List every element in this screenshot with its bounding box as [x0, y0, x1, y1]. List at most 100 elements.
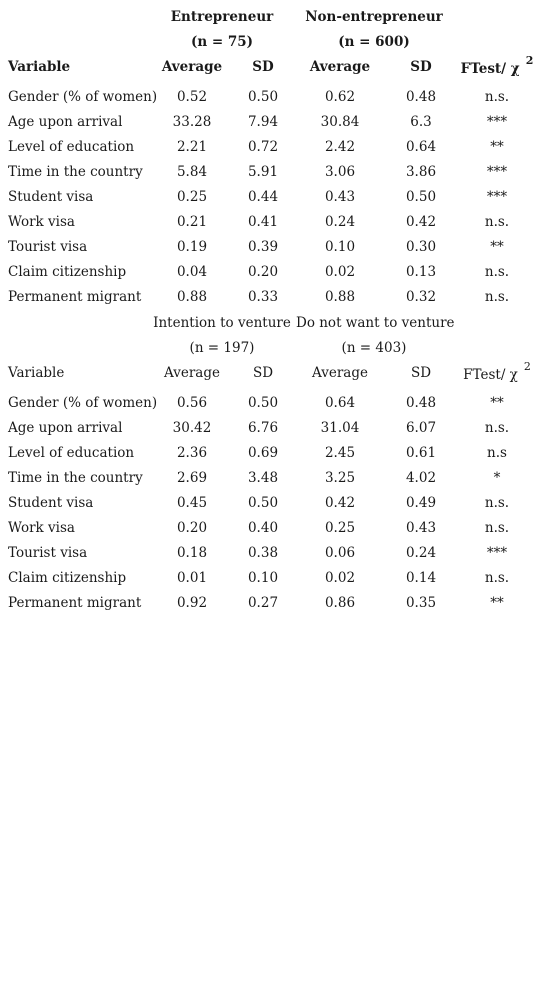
sd-1-cell: 0.33 — [247, 289, 279, 305]
average-2-cell: 0.10 — [324, 239, 356, 255]
group-header-row: Entrepreneur Non-entrepreneur — [0, 5, 542, 30]
sd-1-cell: 0.41 — [247, 214, 279, 230]
header-ftest-superscript: 2 — [525, 54, 534, 67]
average-2-cell: 2.45 — [324, 445, 356, 461]
average-1-cell: 0.21 — [176, 214, 208, 230]
variable-cell: Student visa — [8, 189, 94, 205]
group-n-row: (n = 75) (n = 600) — [0, 30, 542, 55]
header-average-2: Average — [309, 59, 371, 75]
average-2-cell: 0.43 — [324, 189, 356, 205]
sd-1-cell: 3.48 — [247, 470, 279, 486]
sd-1-cell: 7.94 — [247, 114, 279, 130]
sd-1-cell: 0.10 — [247, 570, 279, 586]
group1-name: Entrepreneur — [170, 9, 274, 25]
sd-1-cell: 5.91 — [247, 164, 279, 180]
sd-2-cell: 0.14 — [405, 570, 437, 586]
average-1-cell: 0.92 — [176, 595, 208, 611]
variable-cell: Claim citizenship — [8, 570, 127, 586]
average-2-cell: 3.06 — [324, 164, 356, 180]
average-2-cell: 31.04 — [320, 420, 360, 436]
ftest-cell: n.s. — [484, 520, 510, 536]
ftest-cell: ** — [490, 139, 504, 155]
ftest-cell: n.s. — [484, 214, 510, 230]
variable-cell: Time in the country — [8, 470, 143, 486]
average-2-cell: 2.42 — [324, 139, 356, 155]
average-1-cell: 5.84 — [176, 164, 208, 180]
table-entrepreneur: Entrepreneur Non-entrepreneur (n = 75) (… — [0, 5, 542, 310]
table-row: Time in the country 2.69 3.48 3.25 4.02 * — [0, 466, 542, 491]
table-row: Level of education 2.36 0.69 2.45 0.61 n.s — [0, 441, 542, 466]
average-1-cell: 0.20 — [176, 520, 208, 536]
sd-2-cell: 6.07 — [405, 420, 437, 436]
ftest-cell: n.s. — [484, 289, 510, 305]
sd-1-cell: 0.72 — [247, 139, 279, 155]
header-average-2: Average — [312, 365, 368, 381]
average-1-cell: 0.56 — [176, 395, 208, 411]
table-row: Claim citizenship 0.04 0.20 0.02 0.13 n.s. — [0, 260, 542, 285]
average-2-cell: 0.25 — [324, 520, 356, 536]
group2-name: Non-entrepreneur — [305, 9, 443, 25]
table-row: Claim citizenship 0.01 0.10 0.02 0.14 n.s. — [0, 566, 542, 591]
table-row: Student visa 0.45 0.50 0.42 0.49 n.s. — [0, 491, 542, 516]
header-ftest: FTest/ χ 2 — [455, 360, 539, 390]
sd-1-cell: 0.38 — [247, 545, 279, 561]
sd-1-cell: 0.50 — [247, 89, 279, 105]
header-variable: Variable — [8, 365, 65, 381]
table-row: Gender (% of women) 0.52 0.50 0.62 0.48 n.s. — [0, 85, 542, 110]
variable-cell: Student visa — [8, 495, 94, 511]
variable-cell: Work visa — [8, 214, 75, 230]
column-header-row: Variable Average SD Average SD FTest/ χ 2 — [0, 54, 542, 85]
sd-2-cell: 0.49 — [405, 495, 437, 511]
header-average-1: Average — [164, 365, 220, 381]
group1-n: (n = 197) — [189, 340, 255, 356]
header-sd-1: SD — [252, 59, 274, 75]
average-2-cell: 0.62 — [324, 89, 356, 105]
table-row: Age upon arrival 30.42 6.76 31.04 6.07 n.s. — [0, 416, 542, 441]
sd-1-cell: 0.40 — [247, 520, 279, 536]
group2-name: Do not want to venture — [296, 315, 455, 331]
sd-2-cell: 0.32 — [405, 289, 437, 305]
average-2-cell: 0.02 — [324, 264, 356, 280]
sd-2-cell: 0.42 — [405, 214, 437, 230]
group1-name: Intention to venture — [153, 315, 291, 331]
ftest-cell: n.s. — [484, 420, 510, 436]
header-average-1: Average — [161, 59, 223, 75]
sd-2-cell: 0.35 — [405, 595, 437, 611]
ftest-cell: n.s — [487, 445, 507, 461]
sd-1-cell: 0.69 — [247, 445, 279, 461]
average-1-cell: 0.19 — [176, 239, 208, 255]
table-row: Work visa 0.20 0.40 0.25 0.43 n.s. — [0, 516, 542, 541]
header-sd-2: SD — [410, 59, 432, 75]
ftest-cell: *** — [486, 164, 508, 180]
variable-cell: Age upon arrival — [8, 114, 123, 130]
header-ftest-superscript: 2 — [523, 360, 531, 373]
variable-cell: Permanent migrant — [8, 289, 142, 305]
table-body: Gender (% of women) 0.52 0.50 0.62 0.48 n.s. A… — [0, 85, 542, 310]
table-row: Tourist visa 0.18 0.38 0.06 0.24 *** — [0, 541, 542, 566]
table-body: Gender (% of women) 0.56 0.50 0.64 0.48 ** Age… — [0, 391, 542, 616]
header-sd-1: SD — [252, 365, 274, 381]
sd-1-cell: 0.44 — [247, 189, 279, 205]
table-row: Permanent migrant 0.88 0.33 0.88 0.32 n.s. — [0, 285, 542, 310]
sd-1-cell: 6.76 — [247, 420, 279, 436]
variable-cell: Claim citizenship — [8, 264, 127, 280]
sd-1-cell: 0.50 — [247, 495, 279, 511]
table-row: Time in the country 5.84 5.91 3.06 3.86 *** — [0, 160, 542, 185]
ftest-cell: n.s. — [484, 264, 510, 280]
group-n-row: (n = 197) (n = 403) — [0, 336, 542, 361]
sd-2-cell: 0.50 — [405, 189, 437, 205]
ftest-cell: n.s. — [484, 570, 510, 586]
average-2-cell: 3.25 — [324, 470, 356, 486]
variable-cell: Work visa — [8, 520, 75, 536]
sd-2-cell: 0.30 — [405, 239, 437, 255]
table-row: Work visa 0.21 0.41 0.24 0.42 n.s. — [0, 210, 542, 235]
sd-2-cell: 3.86 — [405, 164, 437, 180]
average-1-cell: 0.25 — [176, 189, 208, 205]
average-2-cell: 0.86 — [324, 595, 356, 611]
ftest-cell: * — [493, 470, 501, 486]
average-1-cell: 0.18 — [176, 545, 208, 561]
sd-1-cell: 0.39 — [247, 239, 279, 255]
average-1-cell: 0.04 — [176, 264, 208, 280]
ftest-cell: n.s. — [484, 495, 510, 511]
average-2-cell: 0.02 — [324, 570, 356, 586]
